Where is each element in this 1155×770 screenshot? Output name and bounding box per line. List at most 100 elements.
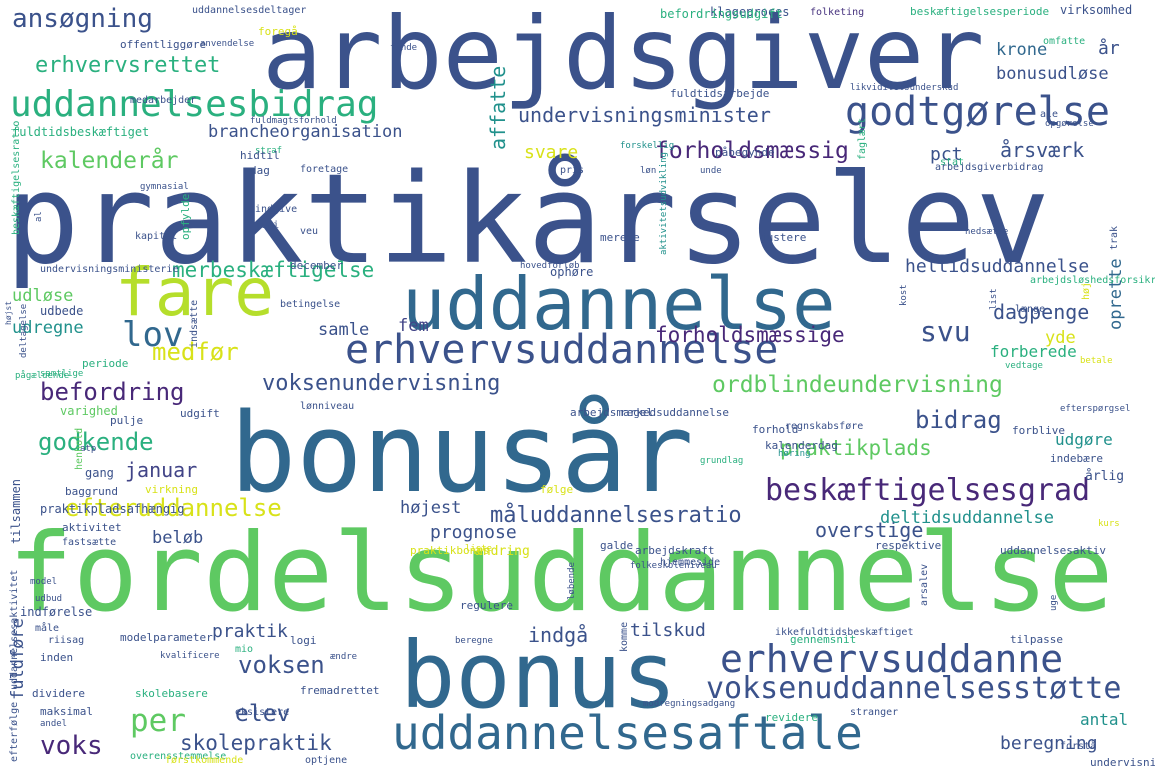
cloud-word: grundlag bbox=[700, 456, 744, 466]
cloud-word: pågældende bbox=[15, 371, 70, 381]
cloud-word: forberede bbox=[990, 342, 1077, 361]
cloud-word: erhvervsuddanne bbox=[720, 637, 1064, 681]
cloud-word: krone bbox=[996, 40, 1048, 60]
cloud-word: ophøre bbox=[550, 265, 594, 279]
cloud-word: længe bbox=[1015, 304, 1046, 315]
cloud-word: opgørelse bbox=[1045, 119, 1094, 129]
cloud-word: optjene bbox=[305, 755, 348, 766]
cloud-word: betingelse bbox=[280, 299, 341, 310]
cloud-word: anvendelse bbox=[200, 39, 255, 49]
cloud-word: måle bbox=[35, 623, 60, 634]
cloud-word: komme bbox=[619, 621, 630, 652]
cloud-word: uddannelsesdeltager bbox=[192, 5, 307, 16]
cloud-word: inden bbox=[40, 651, 74, 664]
cloud-word: udregne bbox=[12, 318, 84, 338]
cloud-word: kost bbox=[899, 284, 909, 306]
cloud-word: liste bbox=[465, 544, 493, 554]
cloud-word: periode bbox=[82, 357, 129, 370]
cloud-word: praktikpladsafhængig bbox=[40, 502, 185, 516]
cloud-word: lov bbox=[122, 315, 184, 355]
cloud-word: indgive bbox=[255, 204, 298, 215]
cloud-word: al bbox=[34, 211, 44, 222]
cloud-word: per bbox=[130, 703, 186, 739]
cloud-word: tilpasse bbox=[1010, 633, 1063, 646]
cloud-word: eksistere bbox=[235, 707, 290, 718]
cloud-word: foretage bbox=[300, 164, 349, 175]
cloud-word: måluddannelsesratio bbox=[490, 503, 742, 528]
cloud-word: arbejdsgiverbidrag bbox=[935, 162, 1044, 173]
cloud-word: voks bbox=[40, 731, 103, 761]
cloud-word: finde bbox=[390, 43, 418, 53]
cloud-word: uge bbox=[1049, 594, 1059, 611]
cloud-word: voksenuddannelsesstøtte bbox=[706, 671, 1122, 706]
cloud-word: deltagelse bbox=[19, 303, 29, 358]
cloud-word: uddannelsesaktivitet bbox=[9, 569, 20, 690]
cloud-word: godkende bbox=[38, 428, 154, 456]
cloud-word: undervisningsministerie bbox=[40, 264, 179, 275]
cloud-word: arbejdsgiver bbox=[262, 0, 985, 112]
cloud-word: samle bbox=[318, 320, 370, 340]
cloud-word: voksen bbox=[238, 651, 325, 679]
cloud-word: arbejdskraft bbox=[635, 544, 715, 557]
cloud-word: efteruddannelse bbox=[65, 494, 282, 522]
cloud-word: fare bbox=[115, 254, 274, 331]
cloud-word: likviditetsunderskud bbox=[850, 83, 959, 93]
cloud-word: bonus bbox=[400, 622, 677, 729]
cloud-word: udbede bbox=[40, 304, 84, 318]
cloud-word: efterfølge bbox=[9, 701, 20, 762]
cloud-word: medfør bbox=[152, 338, 239, 366]
cloud-word: riisag bbox=[48, 635, 85, 646]
cloud-word: pris bbox=[560, 165, 585, 176]
cloud-word: høring bbox=[778, 449, 811, 459]
cloud-word: efterspørgsel bbox=[1060, 404, 1131, 414]
cloud-word: forhold bbox=[752, 423, 799, 436]
cloud-word: beregne bbox=[455, 636, 493, 646]
cloud-word: pct bbox=[930, 144, 963, 165]
cloud-word: juni bbox=[255, 220, 280, 231]
cloud-word: stranger bbox=[850, 707, 899, 718]
cloud-word: merete bbox=[600, 231, 640, 244]
cloud-word: fastsætte bbox=[62, 537, 117, 548]
cloud-word: regnskabsføre bbox=[785, 421, 864, 432]
cloud-word: dagpenge bbox=[993, 300, 1090, 324]
cloud-word: førstkommende bbox=[165, 755, 244, 766]
cloud-word: fremadrettet bbox=[300, 684, 380, 697]
cloud-word: skolebasere bbox=[135, 687, 208, 700]
cloud-word: betale bbox=[1080, 356, 1113, 366]
cloud-word: overstige bbox=[815, 518, 924, 542]
cloud-word: kvalificere bbox=[160, 651, 220, 661]
cloud-word: beløb bbox=[152, 528, 204, 548]
cloud-word: voksenundervisning bbox=[262, 371, 501, 396]
cloud-word: praktikbonus bbox=[410, 544, 490, 557]
cloud-word: ansøgning bbox=[12, 4, 153, 34]
cloud-word: modregningsadgang bbox=[643, 699, 736, 709]
cloud-word: forholdsmæssig bbox=[655, 138, 849, 164]
cloud-word: uddannelse bbox=[402, 262, 836, 346]
cloud-word: list bbox=[989, 288, 999, 310]
cloud-word: forblive bbox=[1012, 424, 1065, 437]
cloud-word: gennemsnit bbox=[790, 633, 857, 646]
cloud-word: arsalev bbox=[919, 563, 930, 606]
cloud-word: udløse bbox=[12, 286, 74, 306]
cloud-word: straf bbox=[255, 146, 283, 156]
cloud-word: udgøre bbox=[1055, 430, 1113, 449]
cloud-word: løbende bbox=[567, 562, 577, 600]
cloud-word: bonusudløse bbox=[996, 64, 1109, 84]
cloud-word: revidere bbox=[765, 711, 818, 724]
cloud-word: fuldmagtsforhold bbox=[250, 116, 337, 126]
cloud-word: arbejdsmarkedsuddannelse bbox=[570, 406, 729, 419]
cloud-word: januar bbox=[125, 458, 198, 482]
cloud-word: henhold bbox=[74, 427, 85, 470]
cloud-word: undervisning bbox=[1090, 756, 1155, 769]
cloud-word: befordring bbox=[40, 378, 185, 406]
cloud-word: model bbox=[30, 577, 58, 587]
cloud-word: praktik bbox=[212, 621, 288, 642]
cloud-word: omfatte bbox=[1043, 36, 1086, 47]
cloud-word: svu bbox=[920, 315, 971, 348]
cloud-word: praktikplads bbox=[780, 436, 932, 460]
cloud-word: prognose bbox=[430, 522, 517, 543]
cloud-word: aktivitet bbox=[62, 521, 122, 534]
cloud-word: udgift bbox=[180, 407, 220, 420]
cloud-word: ændre bbox=[330, 652, 358, 662]
cloud-word: uddannelsesaftale bbox=[392, 706, 863, 760]
